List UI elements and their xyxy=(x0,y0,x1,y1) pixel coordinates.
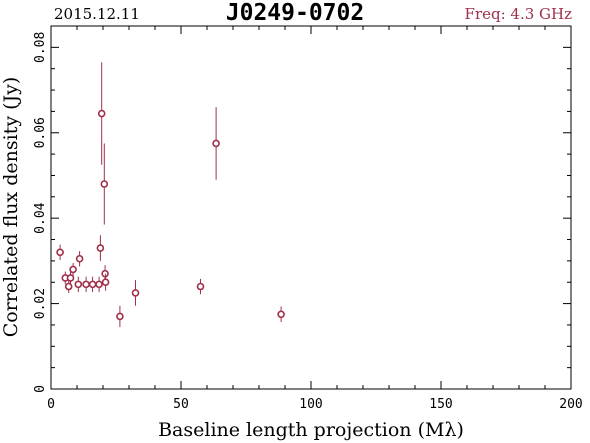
point-marker xyxy=(56,248,64,257)
y-tick-label: 0.04 xyxy=(33,202,48,233)
point-marker xyxy=(116,312,124,321)
data-point xyxy=(196,278,205,295)
observation-date: 2015.12.11 xyxy=(54,5,140,23)
data-point xyxy=(61,271,70,285)
data-point xyxy=(101,265,109,283)
x-tick-label: 150 xyxy=(429,397,452,412)
data-point xyxy=(75,251,84,267)
x-tick-label: 50 xyxy=(173,397,189,412)
data-point xyxy=(95,276,103,293)
point-marker xyxy=(95,280,103,289)
data-point xyxy=(69,263,77,276)
point-marker xyxy=(101,269,109,278)
point-marker xyxy=(74,280,83,289)
data-point xyxy=(212,107,220,180)
y-tick-label: 0.06 xyxy=(33,117,48,148)
data-point xyxy=(88,276,97,293)
x-tick-label: 100 xyxy=(299,397,322,412)
data-point xyxy=(56,244,64,261)
data-point xyxy=(100,143,109,225)
x-axis-label: Baseline length projection (Mλ) xyxy=(158,419,464,441)
data-point xyxy=(131,280,140,306)
plot-frame xyxy=(50,25,572,390)
point-marker xyxy=(96,244,105,252)
tick-labels: 0 50 100 150 200 0 0.02 0.04 0.06 0.08 xyxy=(33,32,583,412)
x-tick-label: 0 xyxy=(47,397,55,412)
y-tick-label: 0 xyxy=(33,385,48,393)
y-tick-label: 0.02 xyxy=(33,288,48,319)
data-point xyxy=(101,273,110,291)
point-marker xyxy=(100,180,109,188)
data-point xyxy=(96,235,105,261)
point-marker xyxy=(88,280,97,289)
point-marker xyxy=(82,280,90,289)
point-marker xyxy=(131,289,140,297)
data-point xyxy=(74,276,83,293)
data-point xyxy=(82,276,90,293)
point-marker xyxy=(277,310,285,319)
data-point xyxy=(66,271,75,285)
chart-title: J0249-0702 xyxy=(225,0,365,26)
x-tick-label: 200 xyxy=(559,397,582,412)
point-marker xyxy=(196,282,205,291)
data-point xyxy=(277,306,285,322)
point-marker xyxy=(75,254,84,263)
point-marker xyxy=(69,265,77,274)
point-marker xyxy=(101,278,110,287)
point-marker xyxy=(97,109,106,118)
data-point xyxy=(97,62,106,165)
data-point xyxy=(116,305,124,328)
point-marker xyxy=(212,139,220,148)
point-marker xyxy=(64,282,73,291)
y-axis-label: Correlated flux density (Jy) xyxy=(0,77,22,338)
axis-ticks xyxy=(50,25,572,390)
frequency-label: Freq: 4.3 GHz xyxy=(464,5,572,23)
data-points xyxy=(56,62,285,328)
y-tick-label: 0.08 xyxy=(33,32,48,63)
data-point xyxy=(64,280,73,293)
point-marker xyxy=(66,274,75,282)
